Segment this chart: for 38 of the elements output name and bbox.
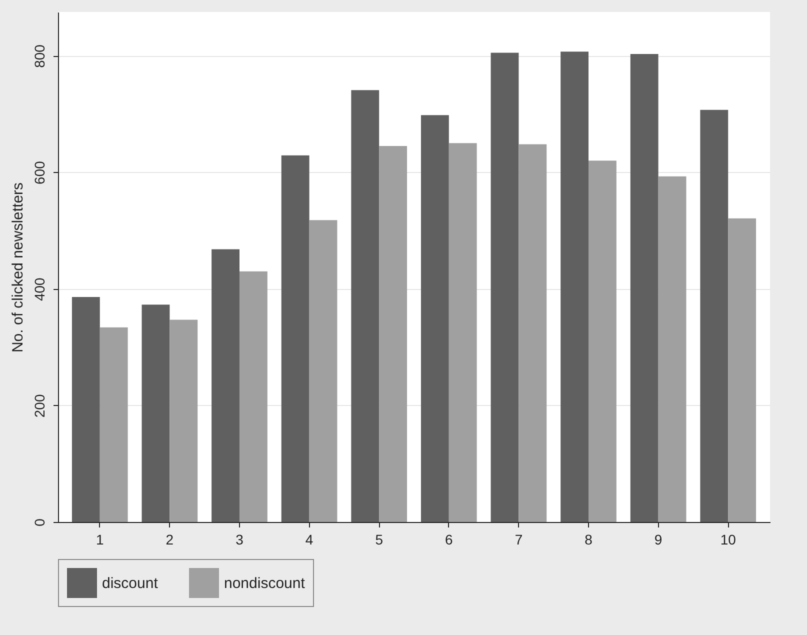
- y-tick-label: 400: [32, 277, 48, 302]
- bar: [100, 327, 128, 522]
- x-tick-label: 1: [96, 532, 104, 548]
- bar: [379, 146, 408, 522]
- bar: [212, 249, 240, 522]
- x-tick-label: 10: [720, 532, 736, 548]
- x-tick-label: 7: [514, 532, 523, 548]
- y-tick-label: 600: [32, 160, 48, 184]
- bar: [239, 271, 268, 522]
- x-tick-label: 6: [445, 532, 454, 548]
- bar: [351, 90, 380, 522]
- x-tick-label: 5: [375, 532, 384, 548]
- y-tick-label: 0: [32, 518, 48, 526]
- bar: [309, 220, 338, 522]
- bar: [700, 110, 728, 522]
- y-tick-label: 200: [32, 394, 48, 418]
- x-tick-label: 4: [305, 532, 314, 548]
- x-tick-label: 9: [654, 532, 662, 548]
- bar: [658, 176, 686, 522]
- bar: [142, 304, 170, 522]
- bar: [170, 320, 198, 522]
- legend-label: nondiscount: [224, 575, 306, 592]
- x-tick-label: 3: [236, 532, 244, 548]
- bar: [588, 160, 616, 522]
- bar: [281, 155, 310, 522]
- bar: [72, 297, 100, 522]
- bar: [490, 52, 519, 522]
- legend-label: discount: [102, 575, 159, 592]
- y-axis-title: No. of clicked newsletters: [10, 182, 26, 353]
- x-tick-label: 8: [584, 532, 593, 548]
- bar: [420, 115, 449, 522]
- x-tick-label: 2: [166, 532, 174, 548]
- bar: [630, 54, 658, 522]
- bar: [518, 144, 547, 522]
- y-tick-label: 800: [32, 44, 48, 68]
- bar: [448, 143, 477, 522]
- bar: [560, 52, 589, 522]
- bar: [728, 218, 756, 522]
